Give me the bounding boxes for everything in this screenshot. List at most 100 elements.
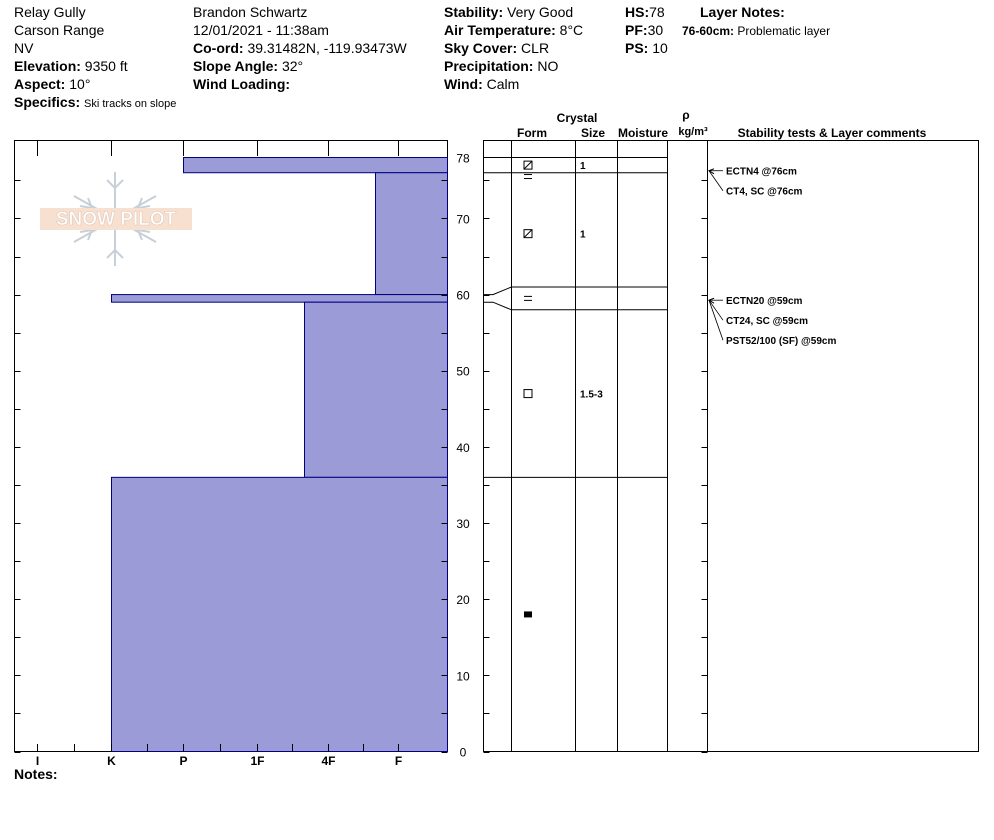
slope-angle-label: Slope Angle: <box>193 58 279 74</box>
moisture-header: Moisture <box>618 126 668 140</box>
faceted-rounded-symbol <box>523 160 533 170</box>
depth-tick-label: 78 <box>456 152 470 166</box>
range-name: Carson Range <box>14 22 105 38</box>
melt-forms-symbol <box>524 611 532 618</box>
elevation-value: 9350 ft <box>84 58 128 74</box>
layer-note: 76-60cm: Problematic layer <box>682 22 830 40</box>
location-name: Relay Gully <box>14 4 86 20</box>
hardness-bar <box>111 476 448 752</box>
hardness-bar <box>183 157 448 174</box>
precipitation-label: Precipitation: <box>444 58 534 74</box>
slope-angle-value: 32° <box>281 58 304 74</box>
layer-notes-title: Layer Notes: <box>700 4 785 20</box>
layer-boundary-connector <box>483 301 512 311</box>
depth-tick-label: 30 <box>456 517 470 531</box>
hardness-scale-label: I <box>36 754 39 768</box>
hardness-bar <box>304 301 448 478</box>
form-header: Form <box>517 126 547 140</box>
stability-value: Very Good <box>507 4 574 20</box>
aspect-value: 10° <box>69 76 91 92</box>
precipitation: Precipitation: NO <box>444 57 558 75</box>
hardness-scale-label: P <box>179 754 187 768</box>
stability-test-arrowhead <box>708 297 715 304</box>
hs-label: HS: <box>625 4 650 20</box>
crystal-size-label: 1 <box>580 230 586 241</box>
wind-value: Calm <box>486 76 520 92</box>
melt-forms-block <box>524 611 532 618</box>
faceted-square <box>523 389 533 399</box>
ps: PS: 10 <box>625 39 668 57</box>
hardness-scale-label: 1F <box>250 754 264 768</box>
size-header: Size <box>581 126 605 140</box>
ps-label: PS: <box>625 40 649 56</box>
air-temp-label: Air Temperature: <box>444 22 556 38</box>
specifics-label: Specifics: <box>14 94 81 110</box>
stability-test-label: ECTN4 @76cm <box>726 167 797 178</box>
crystal-size-label: 1.5-3 <box>580 390 603 401</box>
hardness-scale-label: 4F <box>321 754 335 768</box>
depth-tick-label: 50 <box>456 365 470 379</box>
layer-note-value: Problematic layer <box>737 24 831 38</box>
faceted-rounded-slash <box>523 160 533 170</box>
sky-cover-label: Sky Cover: <box>444 40 518 56</box>
aspect: Aspect: 10° <box>14 75 90 93</box>
coord-label: Co-ord: <box>193 40 244 56</box>
pf: PF:30 <box>625 21 663 39</box>
air-temp-value: 8°C <box>559 22 584 38</box>
wind-loading-label: Wind Loading: <box>193 76 291 92</box>
wind-label: Wind: <box>444 76 483 92</box>
depth-tick-label: 60 <box>456 289 470 303</box>
surface-hoar-symbol <box>524 295 532 301</box>
air-temperature: Air Temperature: 8°C <box>444 21 583 39</box>
layers-panel-frame <box>483 140 979 752</box>
precipitation-value: NO <box>537 58 559 74</box>
depth-tick-label: 40 <box>456 441 470 455</box>
pf-value: 30 <box>647 22 664 38</box>
hardness-scale-label: F <box>395 754 402 768</box>
hs-value: 78 <box>649 4 665 20</box>
depth-tick-label: 0 <box>460 746 467 760</box>
stability-test-label: ECTN20 @59cm <box>726 296 803 307</box>
svg-text:SNOW PILOT: SNOW PILOT <box>56 209 177 230</box>
depth-tick-label: 20 <box>456 593 470 607</box>
crystal-header: Crystal <box>557 111 598 125</box>
pf-label: PF: <box>625 22 648 38</box>
specifics: Specifics: Ski tracks on slope <box>14 93 176 113</box>
comments-header: Stability tests & Layer comments <box>738 126 927 140</box>
stability-test-label: PST52/100 (SF) @59cm <box>726 336 836 347</box>
stability-test-label: CT4, SC @76cm <box>726 187 803 198</box>
stability-test-leader <box>708 299 724 321</box>
crystal-size-label: 1 <box>580 161 586 172</box>
hardness-scale-label: K <box>107 754 116 768</box>
observer: Brandon Schwartz <box>193 4 308 20</box>
surface-hoar-symbol <box>524 174 532 180</box>
elevation-label: Elevation: <box>14 58 81 74</box>
stability-label: Stability: <box>444 4 504 20</box>
state-name: NV <box>14 40 34 56</box>
aspect-label: Aspect: <box>14 76 66 92</box>
faceted-symbol <box>523 389 533 399</box>
stability-test-leader <box>708 300 724 341</box>
slope-angle: Slope Angle: 32° <box>193 57 303 75</box>
faceted-rounded-symbol <box>523 229 533 239</box>
faceted-rounded-slash <box>523 229 533 239</box>
stability: Stability: Very Good <box>444 3 573 21</box>
notes-label: Notes: <box>14 766 58 782</box>
snowpilot-watermark: SNOW PILOT <box>40 172 192 266</box>
hardness-bar <box>375 172 448 296</box>
rho-header: ρ <box>682 108 689 122</box>
stability-test-arrowhead <box>708 168 715 175</box>
wind: Wind: Calm <box>444 75 519 93</box>
coord-value: 39.31482N, -119.93473W <box>247 40 407 56</box>
coordinates: Co-ord: 39.31482N, -119.93473W <box>193 39 407 57</box>
hs: HS:78 <box>625 3 665 21</box>
datetime: 12/01/2021 - 11:38am <box>193 22 329 38</box>
density-unit-header: kg/m³ <box>678 126 708 138</box>
depth-tick-label: 10 <box>456 669 470 683</box>
stability-test-label: CT24, SC @59cm <box>726 316 808 327</box>
ps-value: 10 <box>652 40 668 56</box>
faceted-rounded-square <box>523 160 533 170</box>
hardness-bar <box>111 294 448 303</box>
layer-boundary-connector <box>483 286 512 296</box>
